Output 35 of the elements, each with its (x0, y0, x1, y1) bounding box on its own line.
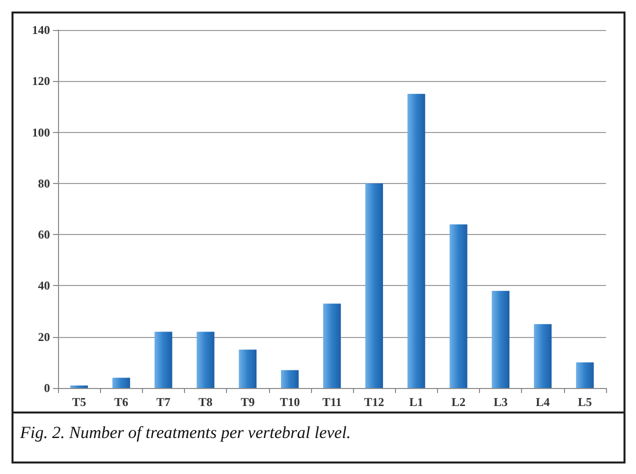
bar (154, 332, 172, 388)
y-tick-label: 100 (32, 125, 50, 140)
x-tick-label: L3 (494, 395, 508, 409)
y-tick-label: 60 (38, 228, 50, 242)
bar (492, 290, 510, 388)
x-tick-label: T9 (240, 395, 255, 409)
bar (70, 385, 88, 388)
x-tick-label: L1 (409, 395, 424, 409)
bar (238, 350, 257, 388)
caption: Fig. 2. Number of treatments per vertebral level. (19, 423, 351, 442)
x-tick-label: T11 (322, 395, 342, 409)
bar (534, 324, 552, 388)
y-tick-label: 40 (38, 278, 50, 293)
x-tick-label: T10 (280, 395, 300, 409)
y-tick-label: 120 (32, 74, 50, 88)
x-tick-label: T6 (114, 395, 128, 409)
y-tick-label: 0 (44, 381, 50, 395)
x-tick-label: T5 (72, 395, 86, 409)
x-tick-label: L4 (536, 395, 550, 409)
x-tick-label: T8 (198, 395, 213, 409)
x-tick-label: L2 (451, 395, 466, 409)
bar (450, 224, 468, 388)
x-tick-label: T7 (156, 395, 170, 409)
x-tick-label: T12 (364, 395, 384, 409)
bar (280, 370, 299, 388)
bar (323, 304, 341, 388)
bar (576, 362, 594, 388)
bar (407, 94, 426, 388)
bar (365, 183, 384, 388)
y-tick-label: 80 (38, 176, 50, 190)
x-tick-label: L5 (578, 395, 592, 409)
y-tick-label: 140 (32, 23, 50, 37)
bar (112, 378, 130, 388)
bar (196, 332, 214, 388)
y-tick-label: 20 (38, 330, 50, 344)
